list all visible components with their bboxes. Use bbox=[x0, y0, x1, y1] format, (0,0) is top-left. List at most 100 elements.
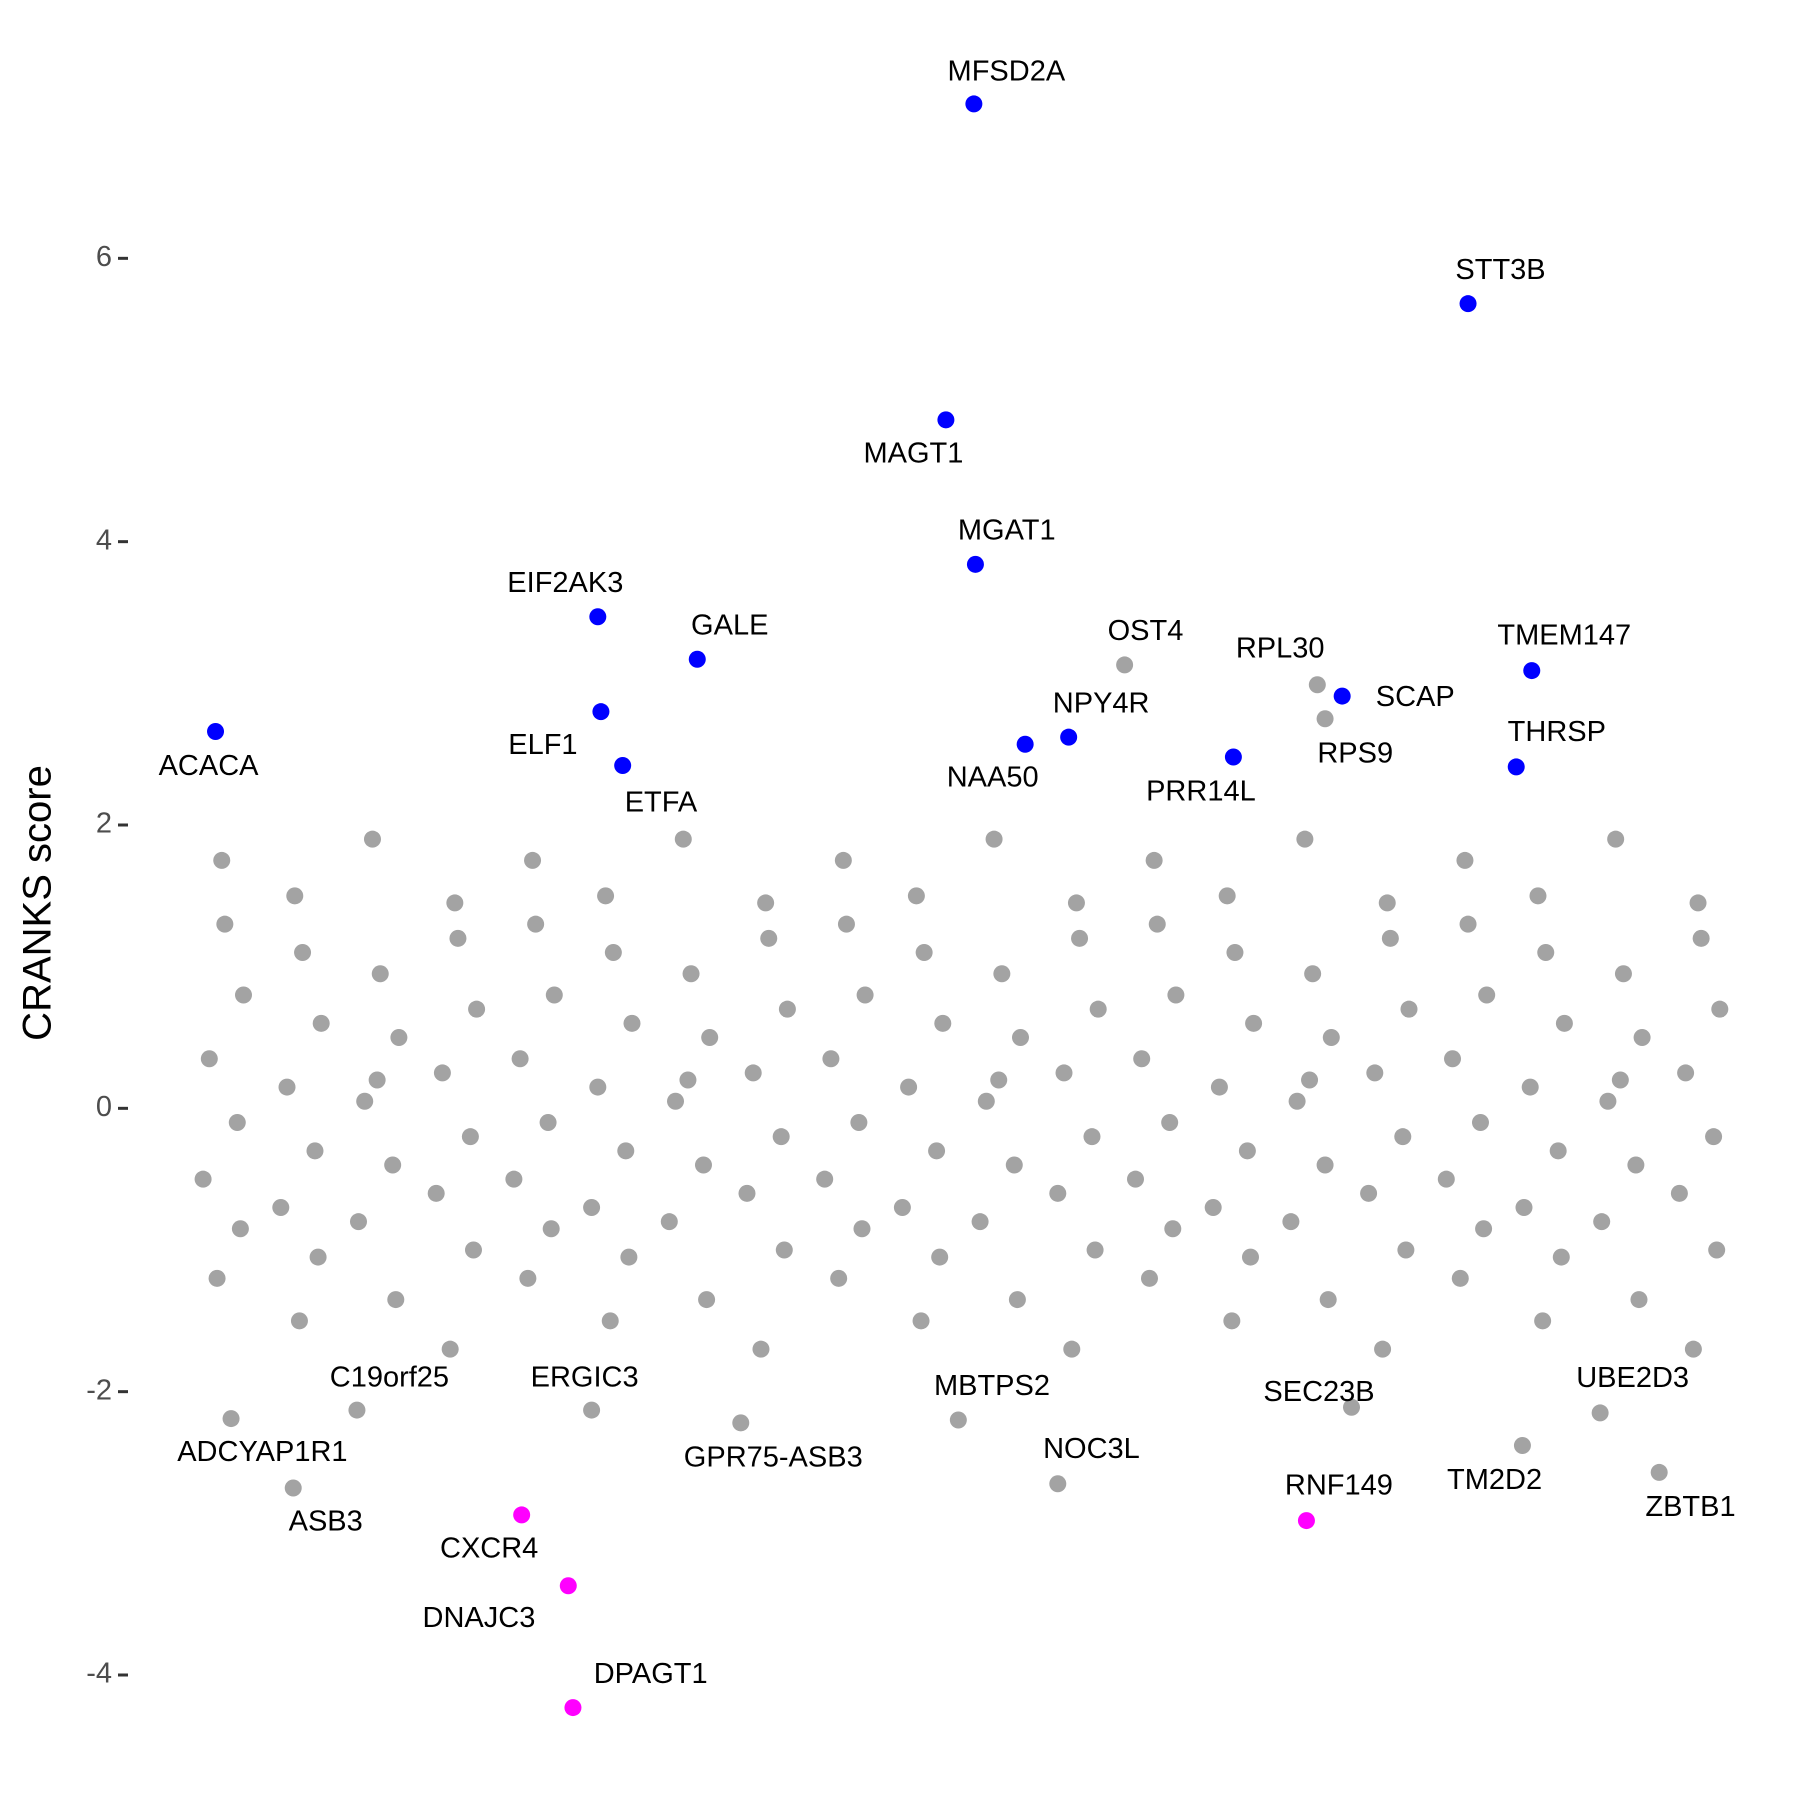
point bbox=[1456, 851, 1474, 869]
point bbox=[1549, 1142, 1567, 1160]
point bbox=[985, 830, 1003, 848]
point bbox=[390, 1029, 408, 1046]
y-axis-title: CRANKS score bbox=[16, 765, 60, 1041]
point bbox=[1471, 1114, 1489, 1131]
point bbox=[1633, 1029, 1651, 1046]
point-label: PRR14L bbox=[1146, 776, 1256, 808]
point-label: C19orf25 bbox=[330, 1361, 449, 1393]
point bbox=[1437, 1170, 1455, 1188]
point bbox=[674, 830, 692, 848]
point bbox=[1397, 1241, 1415, 1259]
point bbox=[1071, 929, 1089, 947]
point bbox=[1116, 656, 1134, 674]
point-label: NAA50 bbox=[947, 762, 1039, 794]
point-label: ACACA bbox=[159, 750, 260, 782]
point bbox=[1218, 887, 1236, 905]
point bbox=[757, 894, 775, 912]
point-label: RPS9 bbox=[1317, 737, 1393, 769]
point bbox=[966, 555, 984, 573]
point bbox=[1316, 1156, 1334, 1174]
point-label: UBE2D3 bbox=[1576, 1362, 1689, 1394]
point bbox=[604, 944, 622, 961]
point bbox=[1689, 894, 1707, 912]
point bbox=[837, 915, 855, 933]
point bbox=[441, 1340, 459, 1358]
point bbox=[433, 1064, 451, 1082]
point bbox=[772, 1128, 790, 1146]
point bbox=[1145, 851, 1163, 869]
point bbox=[949, 1411, 967, 1429]
point bbox=[900, 1078, 918, 1096]
point bbox=[449, 929, 467, 947]
point bbox=[1374, 1340, 1392, 1358]
point bbox=[306, 1142, 324, 1160]
point bbox=[682, 965, 700, 983]
point-label: NPY4R bbox=[1053, 687, 1150, 719]
point bbox=[856, 986, 874, 1004]
point bbox=[1055, 1064, 1073, 1082]
point bbox=[309, 1248, 327, 1266]
point bbox=[1067, 894, 1085, 912]
y-tick-label: 2 bbox=[96, 808, 112, 840]
point bbox=[993, 965, 1011, 983]
point bbox=[617, 1142, 635, 1160]
point bbox=[1534, 1312, 1552, 1330]
point bbox=[778, 1000, 796, 1018]
point-label: TMEM147 bbox=[1497, 620, 1631, 652]
point bbox=[1297, 1512, 1315, 1530]
point-label: ERGIC3 bbox=[531, 1361, 639, 1393]
point bbox=[272, 1199, 290, 1216]
point bbox=[1224, 748, 1242, 766]
point-label: NOC3L bbox=[1043, 1433, 1140, 1465]
point bbox=[1296, 830, 1314, 848]
point bbox=[446, 894, 464, 912]
point bbox=[1677, 1064, 1695, 1082]
point bbox=[698, 1291, 716, 1309]
point-label: RNF149 bbox=[1285, 1470, 1393, 1502]
point bbox=[1507, 758, 1525, 776]
point bbox=[371, 965, 389, 983]
point bbox=[971, 1213, 989, 1231]
point bbox=[1161, 1114, 1179, 1131]
point bbox=[1204, 1199, 1222, 1216]
point bbox=[290, 1312, 308, 1330]
point bbox=[284, 1479, 302, 1497]
point bbox=[1607, 830, 1625, 848]
y-tick-label: 4 bbox=[96, 524, 112, 556]
point bbox=[234, 986, 252, 1004]
point bbox=[893, 1199, 911, 1216]
point bbox=[1083, 1128, 1101, 1146]
point bbox=[1451, 1269, 1469, 1287]
point bbox=[1537, 944, 1555, 961]
point bbox=[1381, 929, 1399, 947]
point bbox=[542, 1220, 560, 1238]
point bbox=[1708, 1241, 1726, 1259]
point bbox=[524, 851, 542, 869]
point bbox=[1523, 662, 1541, 680]
point bbox=[660, 1213, 678, 1231]
point-label: GALE bbox=[691, 609, 768, 641]
point bbox=[356, 1092, 374, 1110]
point bbox=[915, 944, 933, 961]
point bbox=[519, 1269, 537, 1287]
point bbox=[464, 1241, 482, 1259]
point bbox=[1086, 1241, 1104, 1259]
point bbox=[589, 1078, 607, 1096]
point bbox=[688, 650, 706, 668]
point bbox=[1301, 1071, 1319, 1089]
point bbox=[667, 1092, 685, 1110]
point bbox=[286, 887, 304, 905]
point-label: DNAJC3 bbox=[423, 1602, 536, 1634]
point bbox=[505, 1170, 523, 1188]
point bbox=[368, 1071, 386, 1089]
point bbox=[583, 1199, 601, 1216]
point bbox=[1164, 1220, 1182, 1238]
point bbox=[679, 1071, 697, 1089]
point bbox=[1008, 1291, 1026, 1309]
point bbox=[850, 1114, 868, 1131]
point bbox=[1005, 1156, 1023, 1174]
point bbox=[912, 1312, 930, 1330]
point bbox=[1366, 1064, 1384, 1082]
point bbox=[1611, 1071, 1629, 1089]
point-label: GPR75-ASB3 bbox=[684, 1441, 863, 1473]
